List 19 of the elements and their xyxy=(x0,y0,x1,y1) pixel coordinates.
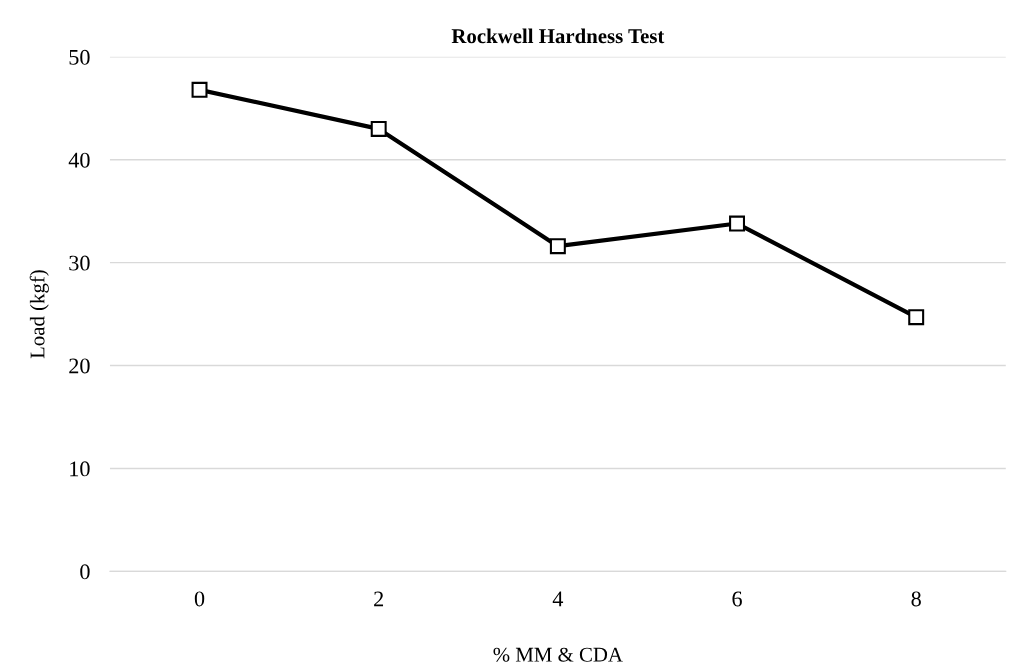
x-tick-label: 6 xyxy=(732,591,742,607)
x-tick-label: 4 xyxy=(552,591,564,607)
point xyxy=(908,309,925,326)
y-tick-label: 0 xyxy=(80,564,90,580)
y-tick-label: 10 xyxy=(70,461,90,477)
chart-title: Rockwell Hardness Test xyxy=(451,28,665,44)
y-tick-label: 20 xyxy=(69,358,90,374)
point xyxy=(370,120,387,137)
y-tick-label: 30 xyxy=(69,255,90,271)
point xyxy=(191,81,208,98)
x-tick-label: 2 xyxy=(374,591,384,607)
x-tick-label: 0 xyxy=(194,591,205,607)
y-axis-title: Load (kgf) xyxy=(29,270,49,359)
point xyxy=(729,215,746,232)
x-tick-label: 8 xyxy=(911,591,921,607)
y-tick-label: 50 xyxy=(69,49,90,65)
y-tick-label: 40 xyxy=(68,152,90,168)
x-axis-title: % MM & CDA xyxy=(493,647,623,662)
point xyxy=(549,238,566,255)
